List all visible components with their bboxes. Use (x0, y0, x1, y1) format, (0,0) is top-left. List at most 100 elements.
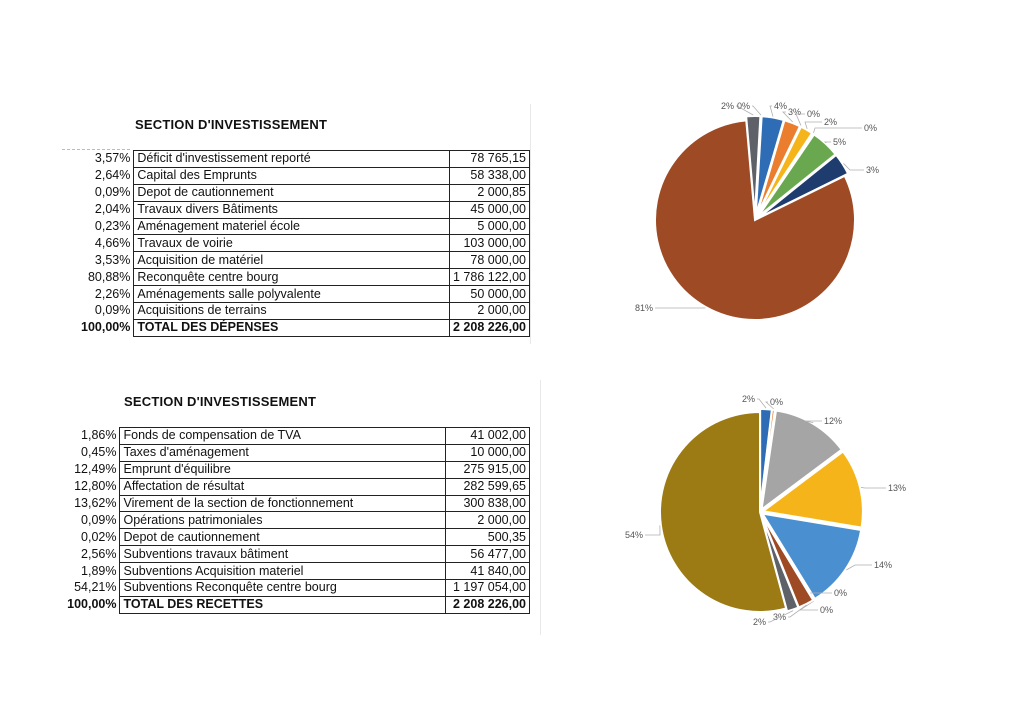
revenues-table: 1,86% Fonds de compensation de TVA 41 002,… (64, 427, 530, 614)
leader-line (782, 111, 793, 123)
row-percentage: 12,80% (74, 479, 117, 494)
leader-line (813, 127, 862, 133)
row-label: Taxes d'aménagement (119, 443, 446, 462)
pie-data-label: 2% (721, 101, 734, 111)
pie-slice (754, 115, 763, 217)
table-row: 1,86% Fonds de compensation de TVA 41 002,… (64, 427, 530, 445)
row-label: Subventions Acquisition materiel (119, 562, 446, 581)
row-percentage: 0,09% (81, 512, 117, 527)
row-percentage: 2,04% (94, 202, 131, 217)
row-label: Acquisitions de terrains (133, 302, 450, 320)
row-amount: 41 840,00 (445, 562, 530, 581)
row-percentage: 1,89% (81, 563, 117, 578)
row-label: Opérations patrimoniales (119, 511, 446, 530)
row-percentage: 0,02% (81, 529, 117, 544)
row-label: Aménagements salle polyvalente (133, 285, 450, 304)
pie-slice (654, 119, 856, 321)
table-row: 2,56% Subventions travaux bâtiment 56 477,… (64, 545, 530, 564)
pie-data-label: 12% (824, 416, 842, 426)
row-label: Aménagement materiel école (133, 217, 450, 236)
expenses-table: 3,57% Déficit d'investissement reporté 78 … (78, 150, 530, 337)
table-row: 54,21% Subventions Reconquête centre bour… (64, 579, 530, 597)
leader-line (764, 401, 774, 410)
row-amount: 282 599,65 (445, 477, 530, 496)
pie-data-label: 0% (834, 588, 847, 598)
row-amount: 56 477,00 (445, 545, 530, 564)
row-amount: 45 000,00 (449, 200, 530, 219)
revenues-section-title: SECTION D'INVESTISSEMENT (124, 394, 317, 409)
row-percentage: 3,53% (94, 252, 131, 267)
row-label: Fonds de compensation de TVA (119, 427, 446, 445)
row-label: Subventions travaux bâtiment (119, 545, 446, 564)
pie-data-label: 0% (770, 397, 783, 407)
pie-slice (759, 408, 776, 510)
pie-data-label: 13% (888, 483, 906, 493)
row-amount: 103 000,00 (449, 234, 530, 253)
total-label: TOTAL DES RECETTES (119, 595, 446, 614)
table-row: 0,09% Depot de cautionnement 2 000,85 (78, 183, 530, 202)
row-amount: 10 000,00 (445, 443, 530, 462)
table-row: 0,45% Taxes d'aménagement 10 000,00 (64, 443, 530, 462)
row-label: Emprunt d'équilibre (119, 460, 446, 479)
pie-slice (759, 514, 800, 613)
table-row: 0,23% Aménagement materiel école 5 000,00 (78, 217, 530, 236)
leader-line (823, 141, 831, 144)
row-label: Travaux de voirie (133, 234, 450, 253)
row-amount: 41 002,00 (445, 427, 530, 445)
leader-line (804, 420, 822, 424)
table-row: 3,57% Déficit d'investissement reporté 78 … (78, 150, 530, 168)
pie-slice (659, 410, 788, 613)
row-amount: 275 915,00 (445, 460, 530, 479)
row-percentage: 13,62% (74, 496, 117, 510)
total-percentage: 100,00% (81, 320, 131, 335)
leader-line (769, 105, 774, 117)
table-row: 2,26% Aménagements salle polyvalente 50 00… (78, 285, 530, 304)
row-percentage: 54,21% (74, 580, 117, 595)
table-row: 0,02% Depot de cautionnement 500,35 (64, 528, 530, 547)
row-amount: 58 338,00 (449, 166, 530, 185)
table-dashed-rule (62, 149, 130, 150)
table-row: 13,62% Virement de la section de fonction… (64, 494, 530, 513)
table-row: 0,09% Opérations patrimoniales 2 000,00 (64, 511, 530, 530)
row-percentage: 1,86% (81, 428, 117, 443)
row-amount: 2 000,85 (449, 183, 530, 202)
sheet-gridline (530, 104, 531, 344)
row-label: Déficit d'investissement reporté (133, 150, 450, 168)
row-label: Travaux divers Bâtiments (133, 200, 450, 219)
expenses-pie-chart: 4%3% 0%2%0%5%3%81%2% 0% (635, 101, 879, 321)
pie-data-label: 3% (866, 165, 879, 175)
pie-data-label: 81% (635, 303, 653, 313)
table-row: 0,09% Acquisitions de terrains 2 000,00 (78, 302, 530, 320)
pie-data-label: 0% (737, 101, 750, 111)
leader-line (788, 604, 807, 618)
table-row: 12,49% Emprunt d'équilibre 275 915,00 (64, 460, 530, 479)
row-percentage: 3,57% (94, 151, 131, 166)
total-label: TOTAL DES DÉPENSES (133, 318, 450, 337)
pie-data-label: 4% (774, 101, 787, 111)
pie-slice (760, 409, 844, 512)
leader-line (846, 564, 872, 571)
total-amount: 2 208 226,00 (445, 595, 530, 614)
total-percentage: 100,00% (67, 597, 117, 612)
row-label: Depot de cautionnement (119, 528, 446, 547)
leader-line (768, 610, 794, 623)
pie-data-label: 14% (874, 560, 892, 570)
table-row: 2,64% Capital des Emprunts 58 338,00 (78, 166, 530, 185)
row-label: Virement de la section de fonctionnement (119, 494, 446, 513)
row-percentage: 80,88% (87, 269, 131, 284)
pie-data-label: 3% (788, 107, 801, 117)
leader-line (860, 487, 886, 489)
row-percentage: 2,26% (94, 286, 131, 301)
row-amount: 1 786 122,00 (449, 268, 530, 287)
total-row: 100,00% TOTAL DES RECETTES 2 208 226,00 (64, 595, 530, 614)
row-amount: 78 765,15 (449, 150, 530, 168)
leader-line (736, 105, 754, 116)
leader-line (757, 398, 767, 409)
row-percentage: 0,09% (94, 303, 131, 318)
total-amount: 2 208 226,00 (449, 318, 530, 337)
pie-data-label: 0% (864, 123, 877, 133)
pie-data-label: 0% (820, 605, 833, 615)
leader-line (843, 163, 864, 171)
leader-line (752, 105, 762, 116)
table-row: 4,66% Travaux de voirie 103 000,00 (78, 234, 530, 253)
